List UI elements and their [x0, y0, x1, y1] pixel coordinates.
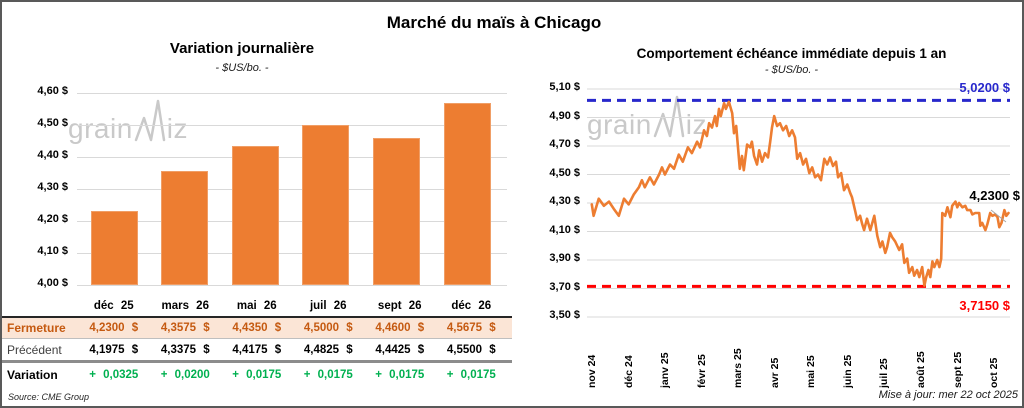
table-cell: + 0,0175 — [232, 368, 282, 381]
gridline — [77, 156, 507, 158]
table-cell: 4,3575 $ — [160, 322, 210, 334]
y-tick-label: 4,50 $ — [549, 166, 580, 179]
line-chart-plot — [587, 88, 1010, 318]
bar-chart-title: Variation journalière — [169, 40, 315, 57]
table-cell: 4,5675 $ — [446, 322, 496, 334]
line-chart-title: Comportement échéance immédiate depuis 1… — [636, 46, 947, 61]
table-row-variation: Variation + 0,0325 + 0,0200 + 0,0175 + 0,017… — [2, 363, 512, 386]
row-label: Précédent — [7, 342, 62, 357]
watermark-text-pre: grain — [68, 113, 133, 144]
gridline — [77, 284, 507, 286]
row-label: Variation — [7, 367, 58, 382]
table-cell: 4,5000 $ — [303, 322, 353, 334]
gridline — [77, 220, 507, 222]
x-tick-label: avr 25 — [768, 357, 781, 388]
gridline — [77, 252, 507, 254]
gridline — [77, 124, 507, 126]
x-tick-label: oct 25 — [988, 357, 1001, 388]
x-tick-label: sept 25 — [951, 351, 964, 388]
y-tick-label: 3,70 $ — [549, 280, 580, 293]
x-tick-label: févr 25 — [695, 354, 708, 388]
x-tick-label: juil 25 — [878, 358, 891, 388]
y-tick-label: 4,50 $ — [37, 117, 68, 129]
bar-chart-plot — [77, 92, 507, 286]
label-leader-line — [990, 209, 1007, 223]
page-title: Marché du maïs à Chicago — [386, 13, 602, 32]
y-tick-label: 4,90 $ — [549, 109, 580, 122]
bar — [443, 103, 491, 285]
table-cell: + 0,0325 — [89, 368, 139, 381]
table-cell: 4,4350 $ — [232, 322, 282, 334]
bar — [90, 211, 138, 285]
bar-chart-subtitle: - $US/bo. - — [215, 62, 269, 74]
last-price-label: 4,2300 $ — [969, 188, 1020, 203]
table-cell: 4,1975 $ — [89, 343, 139, 356]
watermark-text-pre: grain — [587, 109, 652, 140]
table-header-row: déc 25 mars 26 mai 26 juil 26 sept 26 déc 26 — [2, 296, 512, 316]
y-tick-label: 4,20 $ — [37, 213, 68, 225]
table-cell: 4,4175 $ — [232, 343, 282, 356]
y-tick-label: 4,30 $ — [549, 195, 580, 207]
quotes-table: déc 25 mars 26 mai 26 juil 26 sept 26 déc 26 F… — [2, 296, 512, 386]
column-header: déc 26 — [451, 300, 492, 312]
table-cell: 4,4425 $ — [375, 343, 425, 356]
column-header: sept 26 — [377, 300, 422, 312]
table-cell: 4,4825 $ — [303, 343, 353, 356]
table-row-close: Fermeture 4,2300 $ 4,3575 $ 4,4350 $ 4,5000 … — [2, 316, 512, 339]
column-header: mai 26 — [236, 300, 277, 312]
x-tick-label: mai 25 — [805, 355, 818, 388]
x-tick-label: août 25 — [914, 351, 927, 388]
x-tick-label: janv 25 — [659, 352, 672, 388]
x-tick-label: nov 24 — [586, 354, 598, 388]
grainwiz-watermark-left: grain iz — [68, 98, 188, 143]
y-tick-label: 4,30 $ — [37, 181, 68, 193]
price-series-line — [590, 100, 1010, 287]
table-row-previous: Précédent 4,1975 $ 4,3375 $ 4,4175 $ 4,4825 … — [2, 339, 512, 363]
x-tick-label: déc 24 — [622, 355, 635, 388]
watermark-text-post: iz — [166, 113, 188, 144]
grainwiz-zigzag-icon — [653, 95, 685, 138]
bar — [161, 170, 209, 285]
gridline — [77, 188, 507, 190]
y-tick-label: 3,50 $ — [549, 309, 580, 321]
table-cell: + 0,0175 — [446, 368, 496, 381]
table-cell: 4,3375 $ — [160, 343, 210, 356]
y-tick-label: 4,60 $ — [37, 85, 68, 97]
table-cell: + 0,0175 — [303, 368, 353, 381]
table-cell: 4,5500 $ — [446, 343, 496, 356]
source-note: Source: CME Group — [8, 392, 90, 402]
x-tick-label: mars 25 — [732, 348, 745, 388]
y-tick-label: 4,40 $ — [37, 149, 68, 161]
table-cell: 4,4600 $ — [375, 322, 425, 334]
bar — [231, 145, 279, 285]
bar — [302, 125, 350, 285]
y-tick-label: 4,00 $ — [37, 277, 68, 289]
table-cell: + 0,0175 — [375, 368, 425, 381]
row-label: Fermeture — [7, 321, 66, 335]
y-tick-label: 4,10 $ — [549, 223, 580, 236]
gridline — [77, 92, 507, 94]
resistance-value-label: 5,0200 $ — [959, 80, 1010, 95]
y-tick-label: 4,10 $ — [37, 245, 68, 257]
column-header: juil 26 — [309, 300, 347, 312]
y-tick-label: 5,10 $ — [549, 81, 580, 93]
bar — [372, 137, 420, 285]
y-tick-label: 4,70 $ — [549, 138, 580, 150]
line-chart-subtitle: - $US/bo. - — [764, 64, 819, 76]
y-tick-label: 3,90 $ — [549, 252, 580, 264]
support-value-label: 3,7150 $ — [959, 298, 1010, 313]
x-tick-label: juin 25 — [841, 354, 854, 388]
table-cell: 4,2300 $ — [89, 322, 139, 334]
table-cell: + 0,0200 — [160, 368, 210, 381]
update-date-note: Mise à jour: mer 22 oct 2025 — [878, 389, 1018, 401]
column-header: mars 26 — [161, 300, 209, 312]
column-header: déc 25 — [93, 300, 134, 312]
